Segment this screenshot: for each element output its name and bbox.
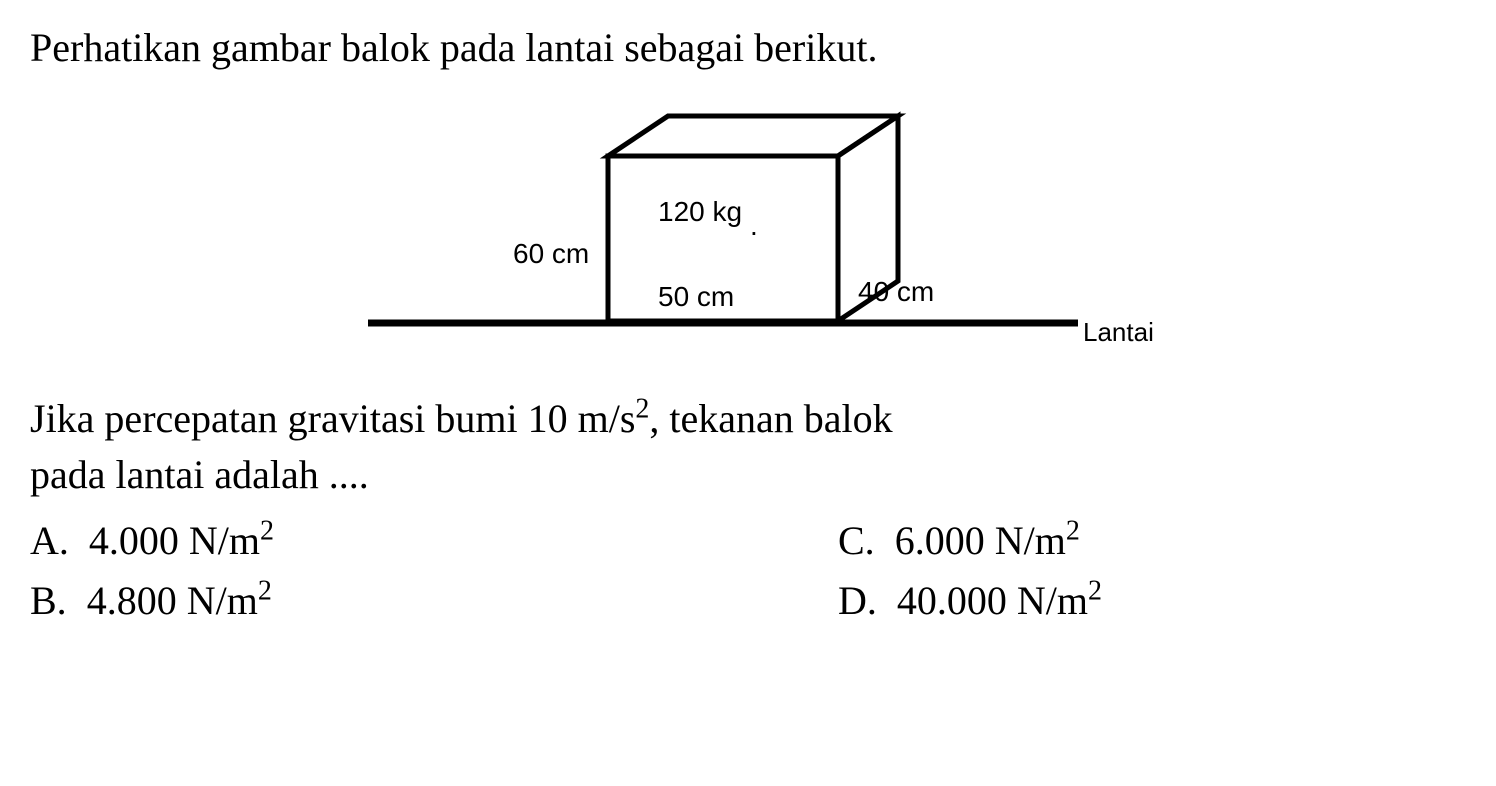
option-a: A. 4.000 N/m2	[30, 511, 658, 571]
option-c: C. 6.000 N/m2	[838, 511, 1466, 571]
option-b: B. 4.800 N/m2	[30, 571, 658, 631]
question-followup: Jika percepatan gravitasi bumi 10 m/s2, …	[30, 391, 1466, 503]
option-d-value: 40.000 N/m	[897, 578, 1088, 623]
diagram-container: 120 kg . 60 cm 50 cm 40 cm Lantai	[30, 91, 1466, 371]
option-d-letter: D.	[838, 578, 877, 623]
option-b-letter: B.	[30, 578, 67, 623]
floor-label: Lantai	[1083, 317, 1154, 347]
options-container: A. 4.000 N/m2 C. 6.000 N/m2 B. 4.800 N/m…	[30, 511, 1466, 631]
width-label: 50 cm	[658, 281, 734, 312]
option-b-value: 4.800 N/m	[87, 578, 258, 623]
option-d-exp: 2	[1088, 576, 1102, 607]
option-a-letter: A.	[30, 518, 69, 563]
followup-part1: Jika percepatan gravitasi bumi 10 m/s	[30, 396, 635, 441]
mass-label-dot: .	[750, 210, 758, 241]
followup-part1-cont: , tekanan balok	[649, 396, 892, 441]
option-d: D. 40.000 N/m2	[838, 571, 1466, 631]
block-diagram: 120 kg . 60 cm 50 cm 40 cm Lantai	[318, 91, 1178, 371]
option-c-letter: C.	[838, 518, 875, 563]
height-label: 60 cm	[513, 238, 589, 269]
followup-part2: pada lantai adalah ....	[30, 452, 369, 497]
mass-label: 120 kg	[658, 196, 742, 227]
depth-label: 40 cm	[858, 276, 934, 307]
question-intro: Perhatikan gambar balok pada lantai seba…	[30, 20, 1466, 76]
followup-exp: 2	[635, 394, 649, 425]
option-a-exp: 2	[260, 516, 274, 547]
option-c-exp: 2	[1066, 516, 1080, 547]
option-c-value: 6.000 N/m	[895, 518, 1066, 563]
option-a-value: 4.000 N/m	[89, 518, 260, 563]
option-b-exp: 2	[258, 576, 272, 607]
